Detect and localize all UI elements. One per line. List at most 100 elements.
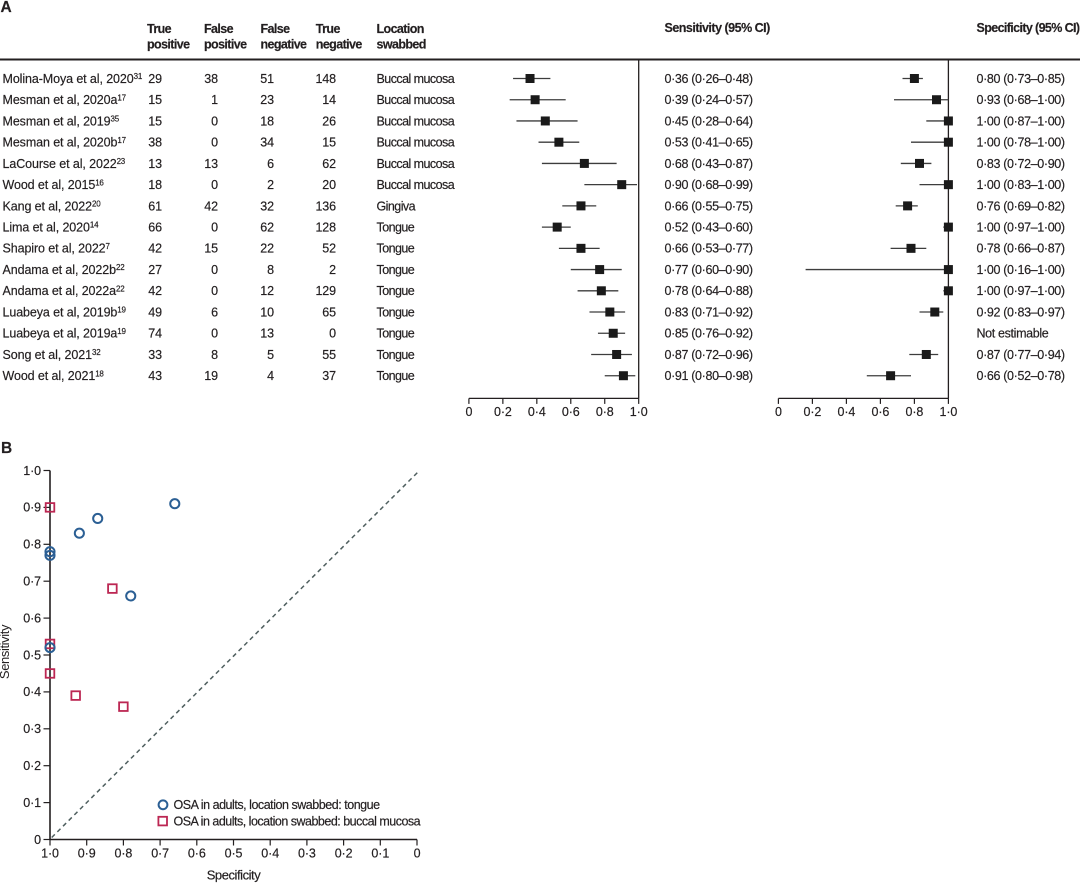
svg-text:0·66 (0·52–0·78): 0·66 (0·52–0·78) bbox=[977, 369, 1065, 383]
svg-text:Tongue: Tongue bbox=[377, 263, 415, 277]
svg-text:32: 32 bbox=[260, 199, 274, 213]
svg-text:0·53 (0·41–0·65): 0·53 (0·41–0·65) bbox=[665, 136, 753, 150]
svg-text:19: 19 bbox=[204, 369, 218, 383]
svg-text:8: 8 bbox=[211, 348, 218, 362]
svg-text:74: 74 bbox=[148, 327, 162, 341]
svg-text:Wood et al, 201516: Wood et al, 201516 bbox=[3, 178, 105, 192]
svg-text:negative: negative bbox=[316, 38, 363, 52]
svg-text:True: True bbox=[316, 22, 341, 36]
svg-text:0·3: 0·3 bbox=[298, 847, 316, 861]
svg-text:Buccal mucosa: Buccal mucosa bbox=[377, 72, 455, 86]
svg-text:0·6: 0·6 bbox=[188, 847, 206, 861]
svg-text:0·7: 0·7 bbox=[23, 575, 41, 589]
svg-text:0·4: 0·4 bbox=[261, 847, 279, 861]
svg-text:LaCourse et al, 202223: LaCourse et al, 202223 bbox=[3, 157, 126, 171]
svg-text:1·00 (0·97–1·00): 1·00 (0·97–1·00) bbox=[977, 221, 1065, 235]
svg-text:Kang et al, 202220: Kang et al, 202220 bbox=[3, 199, 102, 213]
svg-text:0·6: 0·6 bbox=[23, 611, 41, 625]
svg-text:0·78 (0·64–0·88): 0·78 (0·64–0·88) bbox=[665, 284, 753, 298]
svg-text:55: 55 bbox=[322, 348, 336, 362]
svg-text:128: 128 bbox=[315, 221, 336, 235]
svg-text:42: 42 bbox=[148, 284, 162, 298]
svg-text:0·91 (0·80–0·98): 0·91 (0·80–0·98) bbox=[665, 369, 753, 383]
svg-text:Buccal mucosa: Buccal mucosa bbox=[377, 136, 455, 150]
svg-text:1·0: 1·0 bbox=[630, 405, 648, 419]
svg-text:0·5: 0·5 bbox=[23, 648, 41, 662]
svg-text:0·8: 0·8 bbox=[115, 847, 133, 861]
svg-text:0: 0 bbox=[211, 284, 218, 298]
svg-text:negative: negative bbox=[261, 38, 308, 52]
svg-text:positive: positive bbox=[204, 38, 247, 52]
svg-text:129: 129 bbox=[315, 284, 336, 298]
svg-text:66: 66 bbox=[148, 221, 162, 235]
svg-text:15: 15 bbox=[204, 242, 218, 256]
svg-text:5: 5 bbox=[267, 348, 274, 362]
svg-text:Sensitivity: Sensitivity bbox=[0, 624, 12, 679]
svg-text:0·9: 0·9 bbox=[78, 847, 96, 861]
svg-text:65: 65 bbox=[322, 305, 336, 319]
svg-text:Tongue: Tongue bbox=[377, 348, 415, 362]
svg-text:0: 0 bbox=[211, 327, 218, 341]
svg-text:0·90 (0·68–0·99): 0·90 (0·68–0·99) bbox=[665, 178, 753, 192]
svg-text:34: 34 bbox=[260, 136, 274, 150]
svg-text:62: 62 bbox=[260, 221, 274, 235]
svg-text:Shapiro et al, 20227: Shapiro et al, 20227 bbox=[3, 242, 111, 256]
svg-text:Location: Location bbox=[377, 22, 424, 36]
svg-text:6: 6 bbox=[211, 305, 218, 319]
svg-text:15: 15 bbox=[322, 136, 336, 150]
svg-text:Tongue: Tongue bbox=[377, 369, 415, 383]
svg-text:18: 18 bbox=[148, 178, 162, 192]
svg-text:0·9: 0·9 bbox=[23, 501, 41, 515]
svg-text:0: 0 bbox=[775, 405, 782, 419]
svg-text:1·0: 1·0 bbox=[41, 847, 59, 861]
svg-text:26: 26 bbox=[322, 114, 336, 128]
svg-text:51: 51 bbox=[260, 72, 274, 86]
svg-text:Tongue: Tongue bbox=[377, 305, 415, 319]
svg-text:Molina-Moya et al, 202031: Molina-Moya et al, 202031 bbox=[3, 72, 143, 86]
svg-text:0: 0 bbox=[211, 221, 218, 235]
svg-text:0·77 (0·60–0·90): 0·77 (0·60–0·90) bbox=[665, 263, 753, 277]
svg-text:13: 13 bbox=[148, 157, 162, 171]
svg-text:Tongue: Tongue bbox=[377, 242, 415, 256]
svg-text:True: True bbox=[147, 22, 172, 36]
svg-text:0·66 (0·53–0·77): 0·66 (0·53–0·77) bbox=[665, 242, 753, 256]
svg-text:Tongue: Tongue bbox=[377, 221, 415, 235]
svg-text:0: 0 bbox=[211, 136, 218, 150]
svg-text:29: 29 bbox=[148, 72, 162, 86]
svg-text:18: 18 bbox=[260, 114, 274, 128]
svg-text:14: 14 bbox=[322, 93, 336, 107]
svg-text:13: 13 bbox=[260, 327, 274, 341]
svg-text:Buccal mucosa: Buccal mucosa bbox=[377, 114, 455, 128]
svg-text:0·6: 0·6 bbox=[872, 405, 890, 419]
svg-text:0·83 (0·72–0·90): 0·83 (0·72–0·90) bbox=[977, 157, 1065, 171]
svg-text:1·00 (0·97–1·00): 1·00 (0·97–1·00) bbox=[977, 284, 1065, 298]
svg-text:33: 33 bbox=[148, 348, 162, 362]
svg-text:61: 61 bbox=[148, 199, 162, 213]
svg-text:43: 43 bbox=[148, 369, 162, 383]
svg-text:0·2: 0·2 bbox=[494, 405, 512, 419]
svg-text:0·7: 0·7 bbox=[151, 847, 169, 861]
svg-text:0·8: 0·8 bbox=[596, 405, 614, 419]
svg-text:OSA in adults, location swabbe: OSA in adults, location swabbed: buccal … bbox=[174, 814, 421, 828]
svg-text:Andama et al, 2022a22: Andama et al, 2022a22 bbox=[3, 284, 126, 298]
svg-text:0·76 (0·69–0·82): 0·76 (0·69–0·82) bbox=[977, 199, 1065, 213]
svg-text:10: 10 bbox=[260, 305, 274, 319]
svg-text:0·68 (0·43–0·87): 0·68 (0·43–0·87) bbox=[665, 157, 753, 171]
svg-text:0·2: 0·2 bbox=[335, 847, 353, 861]
svg-text:1·00 (0·83–1·00): 1·00 (0·83–1·00) bbox=[977, 178, 1065, 192]
svg-text:42: 42 bbox=[204, 199, 218, 213]
svg-text:0·4: 0·4 bbox=[528, 405, 546, 419]
svg-text:0·39 (0·24–0·57): 0·39 (0·24–0·57) bbox=[665, 93, 753, 107]
svg-text:1·00 (0·16–1·00): 1·00 (0·16–1·00) bbox=[977, 263, 1065, 277]
svg-text:0: 0 bbox=[34, 833, 41, 847]
svg-text:Specificity (95% CI): Specificity (95% CI) bbox=[977, 21, 1080, 35]
svg-text:0·5: 0·5 bbox=[225, 847, 243, 861]
svg-text:42: 42 bbox=[148, 242, 162, 256]
svg-text:Not estimable: Not estimable bbox=[977, 327, 1049, 341]
svg-text:Mesman et al, 2020a17: Mesman et al, 2020a17 bbox=[3, 93, 127, 107]
svg-text:62: 62 bbox=[322, 157, 336, 171]
svg-text:0·92 (0·83–0·97): 0·92 (0·83–0·97) bbox=[977, 305, 1065, 319]
svg-text:0·8: 0·8 bbox=[906, 405, 924, 419]
svg-text:2: 2 bbox=[329, 263, 336, 277]
svg-text:0·87 (0·77–0·94): 0·87 (0·77–0·94) bbox=[977, 348, 1065, 362]
